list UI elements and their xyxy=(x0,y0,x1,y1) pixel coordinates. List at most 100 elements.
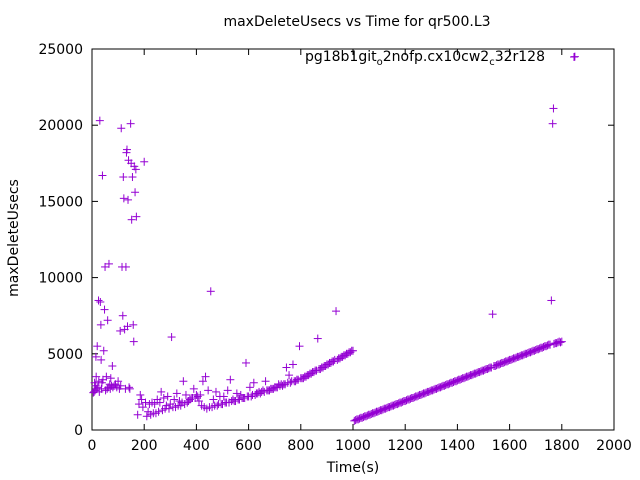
data-point xyxy=(547,296,556,305)
data-point xyxy=(282,363,291,372)
data-point xyxy=(556,338,565,347)
data-point xyxy=(164,404,173,413)
data-point xyxy=(557,337,566,346)
data-point xyxy=(170,395,179,404)
data-point xyxy=(172,389,181,398)
data-point xyxy=(179,377,188,386)
legend: pg18b1gito2nofp.cx10cw2c32r128 xyxy=(305,49,578,68)
x-axis: 0 200 400 600 800 1000 1200 1400 1600 1800 2000 xyxy=(88,49,632,454)
data-point xyxy=(131,188,140,197)
data-point xyxy=(129,337,138,346)
data-point xyxy=(89,388,98,397)
x-tick-label: 200 xyxy=(131,438,158,454)
data-point xyxy=(329,357,338,366)
data-point xyxy=(155,398,164,407)
data-point xyxy=(125,384,134,393)
data-point xyxy=(488,310,497,319)
y-tick-label: 15000 xyxy=(38,194,83,210)
data-point xyxy=(100,305,109,314)
data-point xyxy=(261,377,270,386)
data-point xyxy=(196,390,205,399)
data-point xyxy=(570,52,579,61)
x-tick-label: 800 xyxy=(287,438,314,454)
data-point xyxy=(142,412,151,421)
data-point xyxy=(125,383,134,392)
data-point xyxy=(126,119,135,128)
data-point xyxy=(204,386,213,395)
data-point xyxy=(223,386,232,395)
data-point xyxy=(122,145,131,154)
data-point xyxy=(249,378,258,387)
data-point xyxy=(121,262,130,271)
data-point xyxy=(93,342,102,351)
data-point xyxy=(136,390,145,399)
data-point xyxy=(226,375,235,384)
data-point xyxy=(546,340,555,349)
data-point xyxy=(245,383,254,392)
data-point xyxy=(241,358,250,367)
data-point xyxy=(167,333,176,342)
data-point xyxy=(159,393,168,402)
data-point xyxy=(195,397,204,406)
data-point xyxy=(119,194,128,203)
data-point xyxy=(189,384,198,393)
y-tick-label: 0 xyxy=(74,423,83,439)
data-point xyxy=(96,297,105,306)
x-tick-label: 0 xyxy=(88,438,97,454)
data-point xyxy=(349,346,357,355)
data-point xyxy=(116,326,125,335)
data-point xyxy=(288,360,297,369)
data-point xyxy=(201,372,210,381)
x-tick-label: 1200 xyxy=(387,438,423,454)
data-point xyxy=(124,195,133,204)
data-point xyxy=(295,342,304,351)
data-point xyxy=(163,392,172,401)
data-point xyxy=(96,320,105,329)
data-point xyxy=(219,392,228,401)
data-point xyxy=(209,395,218,404)
y-tick-label: 20000 xyxy=(38,118,83,134)
legend-subscript: o xyxy=(377,57,383,68)
data-point xyxy=(97,355,106,364)
x-tick-label: 400 xyxy=(183,438,210,454)
legend-text-part: 32r128 xyxy=(495,49,545,65)
data-point xyxy=(247,392,256,401)
y-tick-label: 5000 xyxy=(47,347,83,363)
data-point xyxy=(286,378,295,387)
plot-border xyxy=(91,48,615,431)
x-tick-label: 1600 xyxy=(492,438,528,454)
data-point xyxy=(157,387,166,396)
data-point xyxy=(181,390,190,399)
data-point xyxy=(118,311,127,320)
y-axis-label: maxDeleteUsecs xyxy=(6,179,22,297)
y-tick-label: 25000 xyxy=(38,42,83,58)
data-point xyxy=(133,410,142,419)
legend-label: pg18b1gito2nofp.cx10cw2c32r128 xyxy=(305,49,545,68)
data-point xyxy=(114,377,123,386)
data-point xyxy=(93,383,102,392)
data-point xyxy=(117,124,126,133)
legend-text-part: pg18b1git xyxy=(305,49,377,65)
data-point xyxy=(99,346,108,355)
data-point xyxy=(92,372,101,381)
data-point xyxy=(95,116,104,125)
data-point xyxy=(154,407,163,416)
data-point xyxy=(332,307,341,316)
data-point xyxy=(206,287,215,296)
data-point xyxy=(548,119,557,128)
x-tick-label: 1000 xyxy=(335,438,371,454)
data-point xyxy=(549,104,558,113)
y-tick-label: 10000 xyxy=(38,271,83,287)
data-point xyxy=(211,387,220,396)
data-point xyxy=(104,259,113,268)
data-point xyxy=(313,334,322,343)
data-point xyxy=(103,316,112,325)
data-point xyxy=(108,361,117,370)
data-point xyxy=(198,377,207,386)
data-point xyxy=(123,322,132,331)
data-point xyxy=(138,403,147,412)
data-point xyxy=(140,157,149,166)
data-point xyxy=(94,296,103,305)
